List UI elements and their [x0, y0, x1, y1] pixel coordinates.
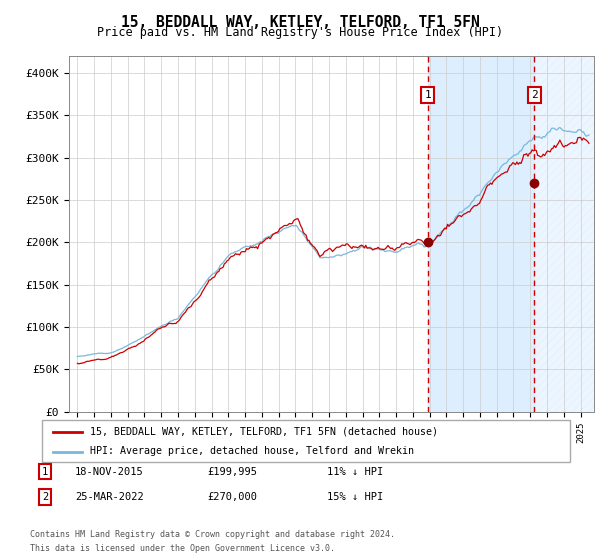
Text: 15, BEDDALL WAY, KETLEY, TELFORD, TF1 5FN (detached house): 15, BEDDALL WAY, KETLEY, TELFORD, TF1 5F…	[89, 427, 437, 437]
Bar	[428, 56, 534, 412]
Text: 15, BEDDALL WAY, KETLEY, TELFORD, TF1 5FN: 15, BEDDALL WAY, KETLEY, TELFORD, TF1 5F…	[121, 15, 479, 30]
Text: £199,995: £199,995	[207, 466, 257, 477]
Text: 1: 1	[424, 90, 431, 100]
Text: 2: 2	[531, 90, 538, 100]
Text: 11% ↓ HPI: 11% ↓ HPI	[327, 466, 383, 477]
Text: 2: 2	[42, 492, 48, 502]
Text: This data is licensed under the Open Government Licence v3.0.: This data is licensed under the Open Gov…	[30, 544, 335, 553]
Text: HPI: Average price, detached house, Telford and Wrekin: HPI: Average price, detached house, Telf…	[89, 446, 413, 456]
Text: Contains HM Land Registry data © Crown copyright and database right 2024.: Contains HM Land Registry data © Crown c…	[30, 530, 395, 539]
Text: £270,000: £270,000	[207, 492, 257, 502]
Text: 15% ↓ HPI: 15% ↓ HPI	[327, 492, 383, 502]
Text: Price paid vs. HM Land Registry's House Price Index (HPI): Price paid vs. HM Land Registry's House …	[97, 26, 503, 39]
Text: 18-NOV-2015: 18-NOV-2015	[75, 466, 144, 477]
Bar	[534, 56, 600, 412]
Text: 25-MAR-2022: 25-MAR-2022	[75, 492, 144, 502]
Text: 1: 1	[42, 466, 48, 477]
